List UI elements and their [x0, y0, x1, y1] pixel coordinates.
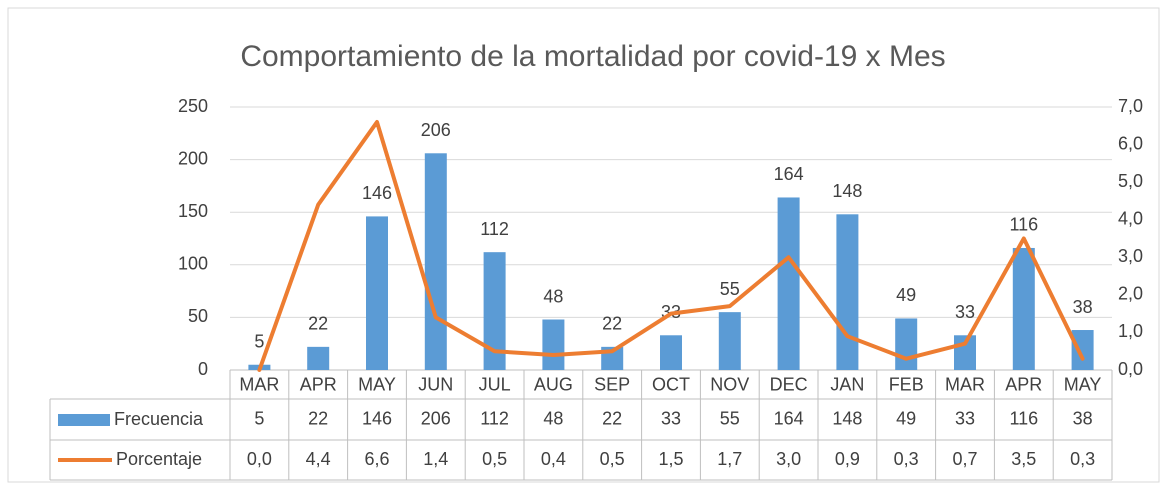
bar-label: 33	[955, 302, 975, 322]
y-tick-label: 0	[198, 359, 208, 379]
legend-label: Porcentaje	[116, 449, 202, 469]
x-tick-label: OCT	[652, 374, 690, 394]
legend-swatch	[58, 414, 110, 426]
table-cell: 112	[480, 408, 509, 428]
bar	[307, 346, 330, 370]
table-cell: 0,3	[894, 449, 919, 469]
bar-label: 5	[254, 331, 264, 351]
x-tick-label: DEC	[770, 374, 808, 394]
table-cell: 164	[774, 408, 804, 428]
y2-tick-label: 6,0	[1118, 133, 1143, 153]
table-cell: 1,7	[717, 449, 742, 469]
y-tick-label: 250	[178, 96, 208, 116]
y2-tick-label: 4,0	[1118, 208, 1143, 228]
table-cell: 5	[254, 408, 264, 428]
table-cell: 22	[602, 408, 622, 428]
legend-label: Frecuencia	[114, 409, 204, 429]
table-cell: 4,4	[306, 449, 331, 469]
y2-tick-label: 5,0	[1118, 171, 1143, 191]
x-tick-label: APR	[1005, 374, 1042, 394]
x-tick-label: SEP	[594, 374, 630, 394]
bar-label: 146	[362, 183, 392, 203]
bar	[836, 214, 859, 370]
x-tick-label: JUN	[418, 374, 453, 394]
table-cell: 0,3	[1070, 449, 1095, 469]
y2-tick-label: 2,0	[1118, 284, 1143, 304]
bar-label: 48	[543, 286, 563, 306]
bar-label: 55	[720, 279, 740, 299]
table-cell: 146	[362, 408, 392, 428]
bar-label: 49	[896, 285, 916, 305]
bar	[1012, 247, 1035, 370]
table-cell: 55	[720, 408, 740, 428]
y2-tick-label: 7,0	[1118, 96, 1143, 116]
bar-label: 206	[421, 120, 451, 140]
bar-label: 116	[1009, 215, 1038, 235]
table-cell: 3,5	[1011, 449, 1036, 469]
table-cell: 33	[955, 408, 975, 428]
x-tick-label: MAR	[945, 374, 985, 394]
table-cell: 0,5	[482, 449, 507, 469]
y2-tick-label: 0,0	[1118, 359, 1143, 379]
x-tick-label: NOV	[710, 374, 749, 394]
table-cell: 0,4	[541, 449, 566, 469]
table-cell: 0,7	[952, 449, 977, 469]
table-cell: 48	[543, 408, 563, 428]
table-cell: 6,6	[364, 449, 389, 469]
table-cell: 148	[832, 408, 862, 428]
table-cell: 0,0	[247, 449, 272, 469]
y2-tick-label: 1,0	[1118, 321, 1143, 341]
bar-label: 112	[480, 219, 509, 239]
table-cell: 49	[896, 408, 916, 428]
y-tick-label: 50	[188, 306, 208, 326]
bar-label: 148	[832, 181, 862, 201]
table-cell: 33	[661, 408, 681, 428]
x-tick-label: APR	[300, 374, 337, 394]
bar-label: 22	[602, 314, 622, 334]
line	[257, 120, 1085, 372]
bar	[542, 319, 565, 370]
y-tick-label: 200	[178, 148, 208, 168]
x-tick-label: FEB	[889, 374, 924, 394]
bar-label: 164	[774, 164, 804, 184]
table-cell: 0,5	[600, 449, 625, 469]
y-tick-label: 100	[178, 254, 208, 274]
bar	[366, 216, 388, 370]
table-cell: 38	[1073, 408, 1093, 428]
x-tick-label: JUL	[479, 374, 511, 394]
table-cell: 116	[1009, 408, 1038, 428]
table-cell: 206	[421, 408, 451, 428]
x-tick-label: MAR	[239, 374, 279, 394]
bar	[718, 312, 741, 370]
y-tick-label: 150	[178, 201, 208, 221]
chart-title: Comportamiento de la mortalidad por covi…	[240, 40, 945, 73]
x-tick-label: MAY	[358, 374, 396, 394]
table-cell: 1,4	[423, 449, 448, 469]
bar-label: 22	[308, 314, 328, 334]
bar	[424, 153, 447, 370]
bar	[1071, 330, 1094, 370]
x-tick-label: MAY	[1064, 374, 1102, 394]
table-cell: 1,5	[658, 449, 683, 469]
table-cell: 0,9	[835, 449, 860, 469]
table-cell: 3,0	[776, 449, 801, 469]
x-tick-label: JAN	[830, 374, 864, 394]
bar	[895, 318, 918, 370]
chart-border	[7, 7, 1160, 483]
x-tick-label: AUG	[534, 374, 573, 394]
bar-label: 38	[1073, 297, 1093, 317]
bar	[777, 197, 800, 370]
bar	[483, 252, 506, 370]
table-cell: 22	[308, 408, 328, 428]
y2-tick-label: 3,0	[1118, 246, 1143, 266]
bar	[660, 335, 682, 370]
